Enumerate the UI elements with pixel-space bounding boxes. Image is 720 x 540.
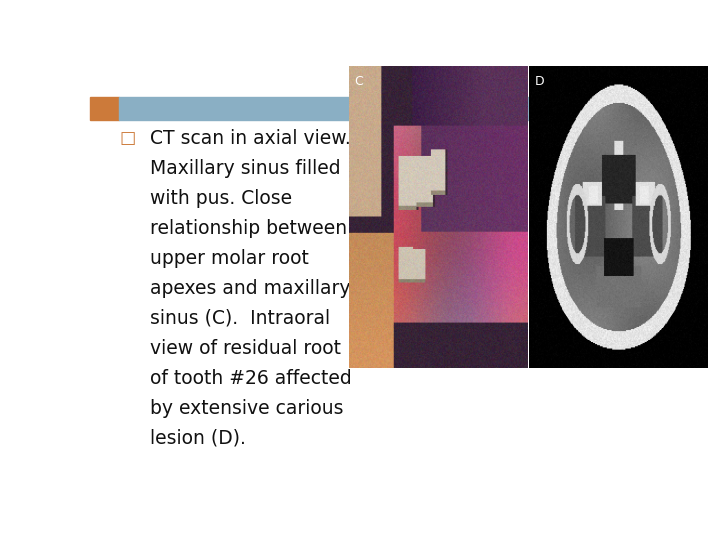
Text: apexes and maxillary: apexes and maxillary <box>150 279 351 298</box>
Text: view of residual root: view of residual root <box>150 339 341 358</box>
Text: by extensive carious: by extensive carious <box>150 399 343 417</box>
Text: relationship between: relationship between <box>150 219 347 238</box>
Text: with pus. Close: with pus. Close <box>150 189 292 208</box>
Text: lesion (D).: lesion (D). <box>150 429 246 448</box>
Text: C: C <box>354 75 364 88</box>
Text: upper molar root: upper molar root <box>150 249 309 268</box>
Text: of tooth #26 affected: of tooth #26 affected <box>150 369 352 388</box>
Text: □: □ <box>120 129 136 147</box>
Bar <box>90 97 119 120</box>
Text: D: D <box>534 75 544 88</box>
Bar <box>119 97 648 120</box>
Text: CT scan in axial view.: CT scan in axial view. <box>150 129 351 149</box>
Text: sinus (C).  Intraoral: sinus (C). Intraoral <box>150 309 330 328</box>
Text: Maxillary sinus filled: Maxillary sinus filled <box>150 159 341 178</box>
